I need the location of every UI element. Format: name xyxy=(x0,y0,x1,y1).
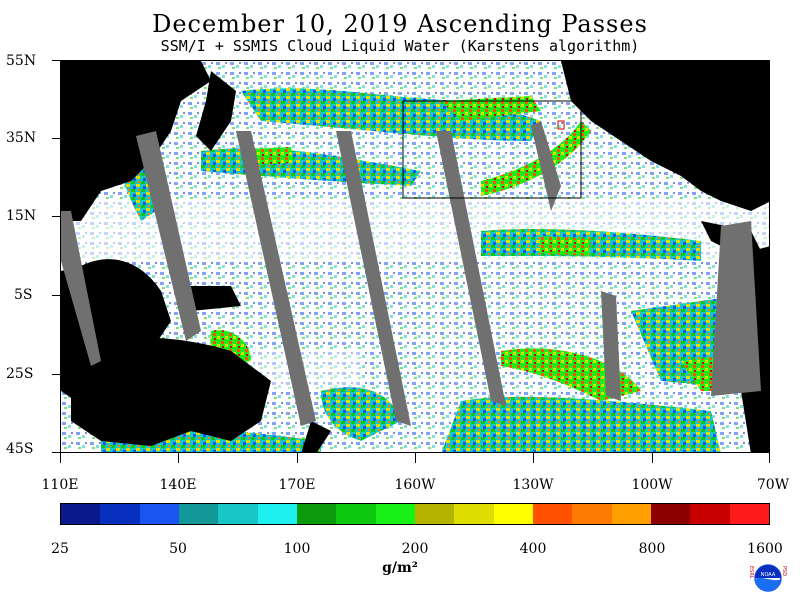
map-title: December 10, 2019 Ascending Passes xyxy=(152,10,648,38)
lon-label: 100W xyxy=(631,477,673,493)
lon-tick xyxy=(297,453,298,463)
svg-text:PSD: PSD xyxy=(781,566,787,576)
lat-tick xyxy=(52,295,60,296)
colorbar-segment xyxy=(572,504,612,524)
lon-tick xyxy=(533,453,534,463)
colorbar-tick-label: 100 xyxy=(283,541,311,557)
lat-label: 55N xyxy=(6,53,37,69)
lon-label: 160W xyxy=(394,477,436,493)
lat-label: 5S xyxy=(14,287,33,303)
color-scale-bar xyxy=(60,503,770,525)
colorbar-segment xyxy=(729,504,769,524)
lat-tick xyxy=(52,374,60,375)
australia-landmass xyxy=(71,337,271,446)
colorbar-segment xyxy=(139,504,179,524)
colorbar-tick-label: 800 xyxy=(638,541,666,557)
colorbar-segment xyxy=(218,504,258,524)
swath-gap xyxy=(601,291,621,401)
noaa-logo: NOAA ESRL PSD xyxy=(748,564,787,592)
lon-tick xyxy=(769,453,770,463)
colorbar-tick-label: 50 xyxy=(169,541,187,557)
swath-gap-layer xyxy=(61,121,761,426)
colorbar-tick-label: 25 xyxy=(51,541,69,557)
lat-label: 35N xyxy=(6,130,37,146)
colorbar-segment xyxy=(493,504,533,524)
swath-gap xyxy=(61,211,101,366)
new-zealand-landmass xyxy=(301,421,331,452)
colorbar-tick-label: 1600 xyxy=(747,541,783,557)
lat-tick xyxy=(52,452,60,453)
colorbar-segment xyxy=(532,504,573,524)
colorbar-segment xyxy=(178,504,219,524)
japan-landmass xyxy=(196,71,236,151)
colorbar-segment xyxy=(414,504,455,524)
lat-label: 25S xyxy=(6,366,34,382)
swath-gap xyxy=(336,131,411,426)
swath-gap xyxy=(136,131,201,341)
svg-text:ESRL: ESRL xyxy=(748,566,754,579)
lon-label: 170E xyxy=(278,477,316,493)
colorbar-segment xyxy=(375,504,415,524)
colorbar-segment xyxy=(611,504,651,524)
map-plot-area xyxy=(60,60,770,453)
new-guinea-landmass xyxy=(181,286,241,311)
north-america-landmass xyxy=(561,61,769,211)
lon-tick xyxy=(60,453,61,463)
small-region-box xyxy=(557,120,565,130)
svg-text:NOAA: NOAA xyxy=(761,572,776,578)
colorbar-segment xyxy=(336,504,376,524)
region-box xyxy=(402,100,582,199)
colorbar-tick-label: 400 xyxy=(519,541,547,557)
lon-label: 140E xyxy=(159,477,197,493)
colorbar-segment xyxy=(257,504,297,524)
colorbar-tick-label: 200 xyxy=(401,541,429,557)
lat-label: 45S xyxy=(6,441,34,457)
cloud-water-map xyxy=(61,61,769,452)
swath-gap xyxy=(436,131,506,406)
lon-label: 70W xyxy=(756,477,790,493)
lon-label: 130W xyxy=(512,477,554,493)
lat-tick xyxy=(52,138,60,139)
lon-label: 110E xyxy=(41,477,79,493)
lon-tick xyxy=(415,453,416,463)
lat-tick xyxy=(52,60,60,61)
colorbar-units: g/m² xyxy=(382,560,418,576)
land-layer xyxy=(61,61,769,452)
lon-tick xyxy=(178,453,179,463)
colorbar-segment xyxy=(454,504,494,524)
map-subtitle: SSM/I + SSMIS Cloud Liquid Water (Karste… xyxy=(160,37,640,55)
lat-tick xyxy=(52,216,60,217)
lon-tick xyxy=(652,453,653,463)
asia-landmass xyxy=(61,61,211,221)
colorbar-segment xyxy=(61,504,101,524)
colorbar-segment xyxy=(690,504,730,524)
colorbar-segment xyxy=(296,504,337,524)
swath-gap xyxy=(531,121,561,211)
lat-label: 15N xyxy=(6,208,37,224)
colorbar-segment xyxy=(100,504,140,524)
swath-gap xyxy=(236,131,316,426)
swath-gap xyxy=(711,221,761,396)
colorbar-segment xyxy=(650,504,691,524)
